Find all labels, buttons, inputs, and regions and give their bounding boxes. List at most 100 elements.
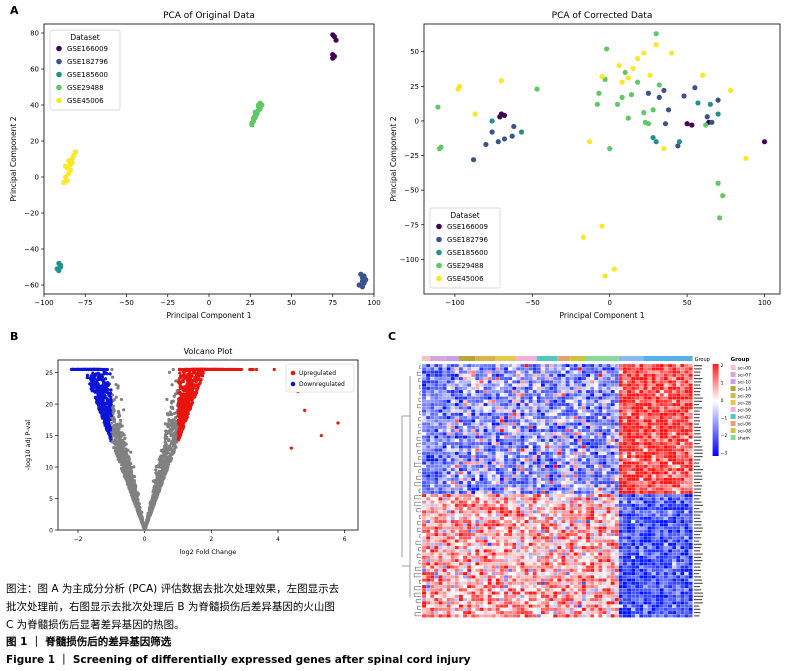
heatmap-cell [557,441,562,446]
volcano-point [336,421,340,425]
heatmap-cell [557,419,562,423]
heatmap-cell [450,428,455,433]
heatmap-cell [503,451,509,456]
volcano-point [105,420,109,424]
heatmap-cell [467,406,472,410]
heatmap-cell [594,432,599,436]
heatmap-cell [487,393,492,397]
volcano-point [155,474,159,479]
heatmap-cell [512,376,517,381]
heatmap-cell [491,425,496,430]
heatmap-cell [561,386,566,391]
volcano-point [95,400,99,404]
heatmap-cell [421,396,427,400]
heatmap-cell [454,389,459,394]
volcano-point [99,384,103,388]
heatmap-cell [434,386,439,391]
volcano-point [85,373,90,377]
heatmap-cell [491,402,496,407]
volcano-point [108,400,112,405]
heatmap-cell [631,367,636,371]
heatmap-cell [606,396,611,400]
heatmap-cell [442,399,447,404]
heatmap-cell [438,363,443,368]
heatmap-cell [512,428,517,433]
heatmap-cell [622,458,628,462]
heatmap-cell [454,399,459,404]
heatmap-cell [450,464,455,469]
heatmap-cell [667,373,673,378]
heatmap-cell [610,415,615,420]
heatmap-cell [676,373,681,378]
heatmap-cell [516,383,521,387]
data-point-gse29488 [717,215,723,221]
volcano-point [160,477,164,481]
heatmap-cell [434,432,439,436]
heatmap-cell [655,367,660,371]
heatmap-cell [676,458,681,462]
data-point-gse45006 [625,75,631,81]
heatmap-cell [672,458,677,462]
heatmap-cell [508,432,513,436]
heatmap-cell [528,373,533,378]
heatmap-cell [471,396,476,400]
heatmap-cell [639,422,644,426]
heatmap-cell [618,448,623,452]
heatmap-cell [672,451,677,456]
heatmap-cell [499,393,505,397]
heatmap-cell [503,425,509,430]
heatmap-cell [688,406,693,410]
heatmap-cell [516,406,521,410]
heatmap-cell [540,393,546,397]
heatmap-cell [549,363,554,368]
heatmap-cell [479,393,484,397]
heatmap-cell [528,412,533,417]
heatmap-cell [667,402,673,407]
volcano-point [249,367,253,372]
x-tick-label: 0 [608,299,612,307]
heatmap-cell [434,422,439,426]
heatmap-cell [688,363,693,368]
heatmap-cell [561,370,566,374]
heatmap-cell [540,386,546,391]
heatmap-cell [585,406,591,410]
heatmap-cell [622,393,628,397]
heatmap-cell [590,396,595,400]
heatmap-cell [602,363,607,368]
heatmap-cell [647,370,652,374]
heatmap-cell [508,428,513,433]
heatmap-cell [610,428,615,433]
heatmap-cell [635,422,640,426]
heatmap-cell [462,409,468,413]
heatmap-cell [610,393,615,397]
heatmap-cell [672,406,677,410]
heatmap-cell [499,380,505,384]
heatmap-cell [512,380,517,384]
volcano-point [117,423,121,427]
heatmap-cell [647,396,652,400]
legend-marker [56,71,62,78]
heatmap-cell [651,441,656,446]
volcano-point [128,488,132,492]
heatmap-cell [659,451,664,456]
heatmap-cell [557,376,562,381]
heatmap-cell [508,412,513,417]
heatmap-cell [688,419,693,423]
heatmap-cell [442,383,447,387]
heatmap-cell [626,441,632,446]
heatmap-cell [524,435,529,439]
heatmap-cell [647,393,652,397]
heatmap-cell [520,422,525,426]
heatmap-cell [446,402,451,407]
heatmap-cell [667,425,673,430]
heatmap-cell [614,370,619,374]
heatmap-cell [475,376,480,381]
heatmap-cell [663,383,669,387]
heatmap-cell [581,380,587,384]
heatmap-cell [569,406,574,410]
heatmap-cell [458,412,464,417]
heatmap-cell [450,425,455,430]
heatmap-cell [606,435,611,439]
heatmap-cell [532,432,537,436]
